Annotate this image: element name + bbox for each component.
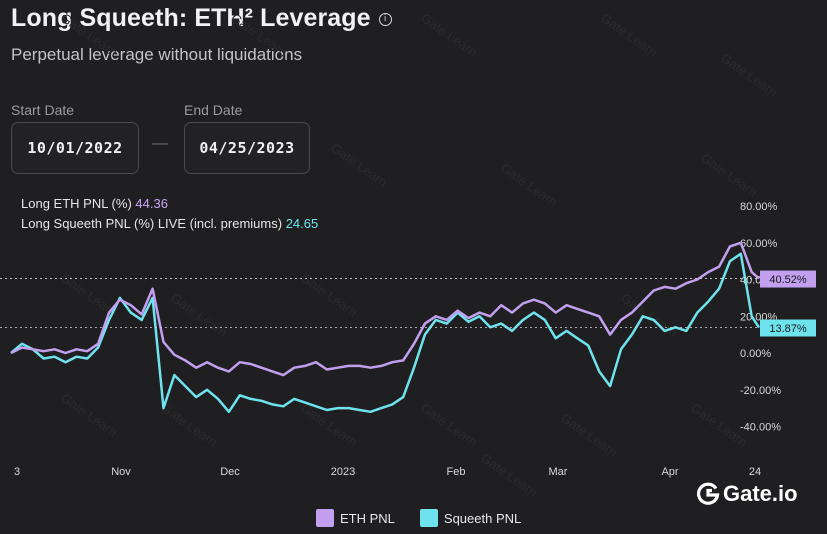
watermark-6: Gate Learn bbox=[498, 160, 560, 210]
eth-pnl-readout: Long ETH PNL (%) 44.36 bbox=[21, 196, 168, 211]
watermark-7: Gate Learn bbox=[698, 150, 760, 200]
squeeth-pnl-value: 24.65 bbox=[285, 216, 319, 231]
watermark-10: Gate Learn bbox=[298, 270, 360, 320]
y-tick-label: 0.00% bbox=[740, 348, 771, 360]
squeeth-pnl-line bbox=[10, 252, 761, 414]
end-date-input[interactable]: 04/25/2023 bbox=[184, 122, 310, 174]
brand-name: Gate.io bbox=[723, 481, 798, 506]
marker-badge-1 bbox=[760, 319, 816, 337]
x-tick-label: Apr bbox=[661, 466, 678, 478]
x-tick-label: 2023 bbox=[331, 466, 355, 478]
watermark-5: Gate Learn bbox=[328, 140, 390, 190]
legend-item-eth[interactable]: ETH PNL bbox=[316, 509, 395, 527]
chart-legend: ETH PNL Squeeth PNL bbox=[316, 509, 546, 527]
y-tick-label: -20.00% bbox=[740, 385, 781, 397]
legend-item-squeeth[interactable]: Squeeth PNL bbox=[419, 509, 522, 527]
page-title: Long Squeeth: ETH² Leverage bbox=[11, 4, 371, 32]
gate-brand: Gate.io bbox=[696, 481, 798, 507]
watermark-4: Gate Learn bbox=[718, 50, 780, 100]
watermark-15: Gate Learn bbox=[418, 400, 480, 450]
y-tick-label: -40.00% bbox=[740, 422, 781, 434]
watermark-13: Gate Learn bbox=[158, 400, 220, 450]
gate-logo-icon bbox=[697, 482, 720, 505]
legend-swatch-eth bbox=[316, 509, 334, 527]
watermark-16: Gate Learn bbox=[558, 410, 620, 460]
watermark-2: Gate Learn bbox=[418, 10, 480, 60]
page-subtitle: Perpetual leverage without liquidations bbox=[11, 45, 303, 64]
watermark-12: Gate Learn bbox=[58, 390, 120, 440]
eth-pnl-label: Long ETH PNL (%) bbox=[21, 196, 132, 211]
title-row: Long Squeeth: ETH² Leverage i bbox=[11, 4, 392, 33]
x-tick-label: Feb bbox=[447, 466, 466, 478]
y-tick-label: 60.00% bbox=[740, 238, 778, 250]
legend-label-squeeth: Squeeth PNL bbox=[443, 510, 522, 526]
marker-label-0: 40.52% bbox=[769, 274, 807, 286]
info-icon[interactable]: i bbox=[378, 13, 392, 26]
x-tick-label: Dec bbox=[220, 466, 240, 478]
date-range-separator: — bbox=[152, 135, 168, 152]
eth-pnl-value: 44.36 bbox=[135, 196, 168, 211]
watermark-0: Gate Learn bbox=[58, 10, 120, 60]
x-tick-label: Nov bbox=[111, 466, 131, 478]
watermark-9: Gate Learn bbox=[168, 290, 230, 340]
watermark-1: Gate Learn bbox=[228, 10, 290, 60]
legend-label-eth: ETH PNL bbox=[340, 510, 395, 526]
marker-label-1: 13.87% bbox=[769, 323, 807, 335]
eth-pnl-line bbox=[10, 241, 760, 377]
x-tick-label: Mar bbox=[549, 466, 568, 478]
y-tick-label: 80.00% bbox=[740, 201, 778, 213]
squeeth-pnl-readout: Long Squeeth PNL (%) LIVE (incl. premium… bbox=[21, 216, 318, 231]
start-date-label: Start Date bbox=[11, 102, 75, 118]
end-date-label: End Date bbox=[184, 102, 243, 118]
watermark-18: Gate Learn bbox=[478, 450, 540, 500]
marker-badge-0 bbox=[760, 270, 816, 288]
squeeth-pnl-label: Long Squeeth PNL (%) LIVE (incl. premium… bbox=[21, 216, 283, 231]
watermark-3: Gate Learn bbox=[598, 10, 660, 60]
watermark-8: Gate Learn bbox=[58, 270, 120, 320]
legend-swatch-squeeth bbox=[419, 509, 438, 527]
start-date-input[interactable]: 10/01/2022 bbox=[11, 122, 139, 174]
x-tick-label: 24 bbox=[749, 466, 761, 478]
x-tick-label: 3 bbox=[14, 466, 20, 478]
